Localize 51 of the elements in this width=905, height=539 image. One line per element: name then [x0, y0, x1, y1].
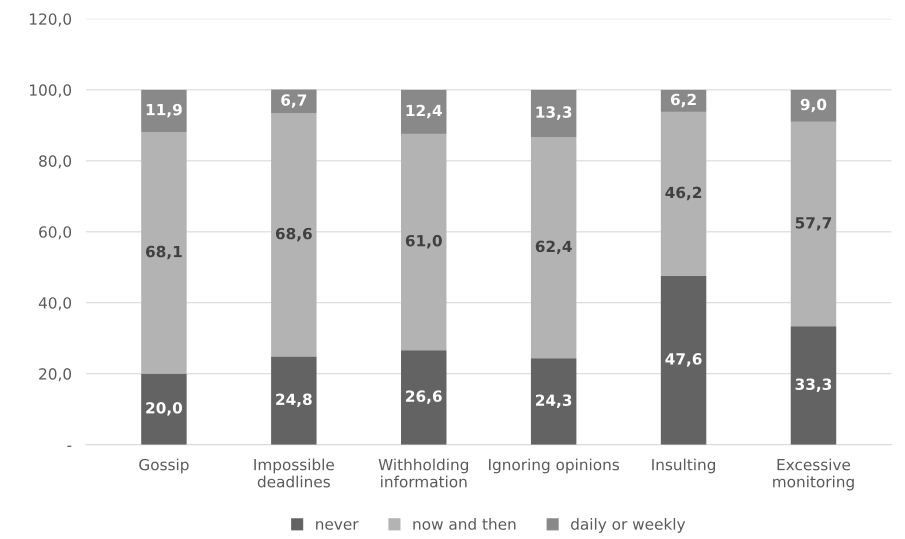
data-label: 62,4	[536, 240, 572, 254]
y-tick-label: -	[67, 446, 72, 447]
x-tick-label: Withholding information	[378, 458, 468, 488]
bar	[790, 122, 836, 327]
data-label: 9,0	[800, 98, 826, 112]
legend-label: daily or weekly	[571, 518, 686, 533]
bar	[790, 90, 836, 122]
bar	[660, 276, 706, 445]
bar	[141, 374, 187, 445]
bar	[530, 358, 576, 445]
data-label: 24,3	[536, 394, 572, 408]
data-label: 20,0	[146, 402, 182, 416]
y-tick-label: 120,0	[30, 13, 72, 26]
data-label: 33,3	[796, 378, 832, 392]
bar	[530, 90, 576, 138]
legend-label: never	[316, 521, 359, 530]
bar	[790, 326, 836, 445]
data-label: 12,4	[406, 104, 442, 118]
x-tick-label: Ignoring opinions	[489, 458, 620, 474]
bar	[401, 134, 446, 350]
bar	[271, 113, 317, 357]
data-label: 26,6	[406, 390, 442, 404]
bar	[401, 350, 446, 445]
bar	[660, 112, 706, 276]
data-label: 46,2	[665, 186, 702, 200]
bar	[530, 137, 576, 358]
data-label: 68,6	[276, 228, 312, 242]
data-label: 13,3	[536, 106, 572, 120]
data-label: 68,1	[146, 246, 182, 260]
data-label: 61,0	[406, 234, 442, 248]
bar	[271, 356, 317, 445]
x-tick-label: Impossible deadlines	[254, 458, 334, 488]
data-label: 11,9	[146, 104, 182, 118]
y-tick-label: 40,0	[38, 297, 72, 310]
x-tick-label: Insulting	[652, 458, 716, 474]
x-tick-label: Gossip	[139, 458, 189, 474]
data-label: 6,7	[281, 94, 306, 108]
bar	[401, 90, 446, 134]
bar	[271, 89, 317, 114]
data-label: 57,7	[796, 217, 832, 231]
x-tick-label: Excessive monitoring	[773, 458, 854, 490]
y-tick-label: 80,0	[39, 155, 72, 168]
data-label: 6,2	[670, 94, 696, 108]
legend-label: now and then	[413, 518, 516, 530]
y-tick-label: 20,0	[39, 368, 72, 382]
bar	[141, 132, 187, 374]
bar	[141, 90, 187, 132]
y-tick-label: 100,0	[30, 84, 72, 98]
data-label: 47,6	[665, 353, 702, 367]
data-label: 24,8	[276, 394, 312, 408]
y-tick-label: 60,0	[39, 226, 72, 240]
